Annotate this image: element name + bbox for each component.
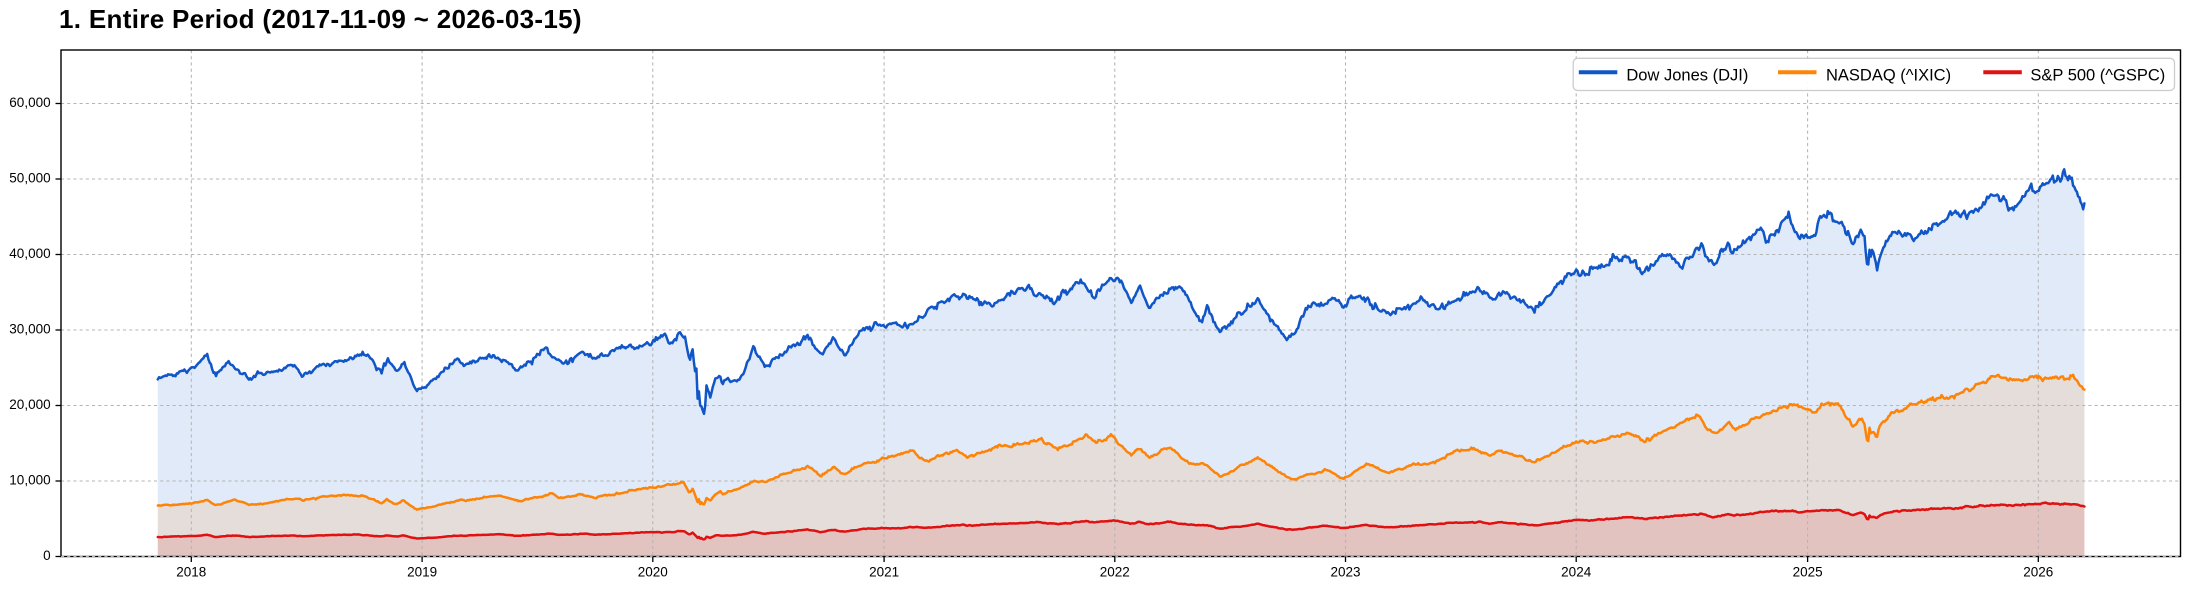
svg-text:10,000: 10,000 (9, 473, 50, 488)
svg-text:2020: 2020 (638, 565, 668, 580)
svg-text:2018: 2018 (176, 565, 206, 580)
svg-text:50,000: 50,000 (9, 171, 50, 186)
svg-text:0: 0 (43, 548, 51, 563)
svg-text:30,000: 30,000 (9, 322, 50, 337)
svg-text:2026: 2026 (2023, 565, 2053, 580)
svg-text:60,000: 60,000 (9, 95, 50, 110)
svg-text:2025: 2025 (1793, 565, 1823, 580)
svg-text:1. Entire Period (2017-11-09 ~: 1. Entire Period (2017-11-09 ~ 2026-03-1… (59, 4, 582, 34)
svg-text:Dow Jones (DJI): Dow Jones (DJI) (1626, 66, 1748, 84)
svg-text:2023: 2023 (1330, 565, 1360, 580)
svg-text:2022: 2022 (1100, 565, 1130, 580)
svg-text:NASDAQ (^IXIC): NASDAQ (^IXIC) (1826, 66, 1951, 84)
svg-text:40,000: 40,000 (9, 246, 50, 261)
svg-text:S&P 500 (^GSPC): S&P 500 (^GSPC) (2030, 66, 2165, 84)
svg-text:2019: 2019 (407, 565, 437, 580)
svg-text:20,000: 20,000 (9, 397, 50, 412)
svg-text:2021: 2021 (869, 565, 899, 580)
svg-text:2024: 2024 (1561, 565, 1592, 580)
